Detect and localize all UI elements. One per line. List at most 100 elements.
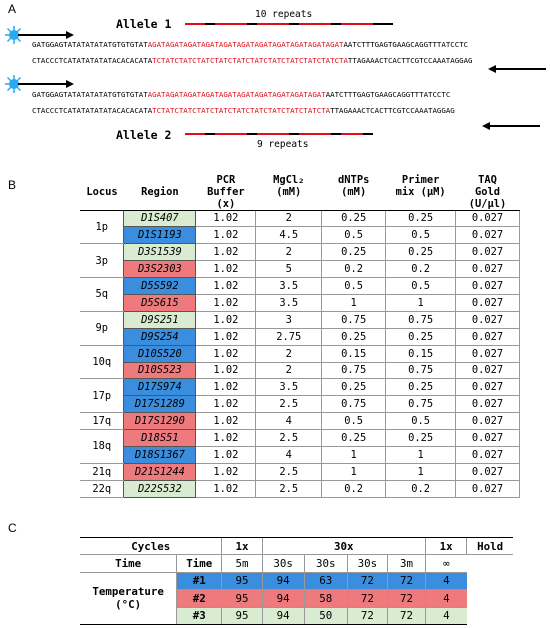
- table-header-row: Locus Region PCR Buffer (x) MgCl₂ (mM) dNTP…: [80, 168, 520, 210]
- region-cell: D1S407: [123, 209, 197, 228]
- table-row: D9S254 1.02 2.75 0.25 0.25 0.027: [80, 327, 520, 346]
- pcr-cell: 1.02: [195, 361, 257, 380]
- pcr-cell: 1.02: [195, 429, 257, 447]
- allele-2-reverse-sequence: CTACCCTCATATATATATACACACATATCTATCTATCTAT…: [32, 106, 455, 115]
- pcr-conditions-table: Locus Region PCR Buffer (x) MgCl₂ (mM) dNTP…: [80, 168, 520, 498]
- table-row: D18S1367 1.02 4 1 1 0.027: [80, 445, 520, 464]
- taq-cell: 0.027: [455, 445, 520, 464]
- pcr-cell: 1.02: [195, 378, 257, 397]
- fluorescent-dye-icon: [5, 26, 74, 44]
- temp-cell: 72: [386, 589, 427, 608]
- mg-cell: 2: [255, 361, 323, 380]
- dntp-cell: 1: [321, 445, 387, 464]
- temp-cell: 63: [303, 571, 348, 591]
- primer-cell: 0.5: [385, 412, 457, 431]
- time-cell: 30s: [261, 554, 305, 573]
- table-row: 1p D1S407 1.02 2 0.25 0.25 0.027: [80, 209, 520, 245]
- program-row-1: Temperature (°C) #1 95 94 63 72 72 4: [80, 571, 513, 625]
- program-row-3: #3 95 94 50 72 72 4: [80, 606, 513, 625]
- dntp-cell: 0.25: [321, 209, 387, 228]
- mg-cell: 4: [255, 445, 323, 464]
- time-label-2: Time: [176, 554, 223, 573]
- temp-cell: 72: [346, 589, 388, 608]
- pcr-cell: 1.02: [195, 327, 257, 346]
- region-cell: D3S2303: [123, 260, 197, 279]
- header-divider: [80, 210, 520, 211]
- temp-cell: 72: [386, 571, 427, 591]
- region-cell: D10S523: [123, 361, 197, 380]
- region-cell: D3S1539: [123, 243, 197, 262]
- program-id: #2: [176, 589, 223, 608]
- temp-cell: 4: [425, 571, 467, 591]
- region-cell: D21S1244: [123, 462, 197, 481]
- primer-cell: 0.75: [385, 361, 457, 380]
- time-cell: ∞: [425, 554, 467, 573]
- pcr-cell: 1.02: [195, 226, 257, 245]
- temp-cell: 95: [221, 606, 263, 625]
- region-cell: D9S254: [123, 327, 197, 346]
- taq-cell: 0.027: [455, 243, 520, 262]
- time-cell: 30s: [346, 554, 388, 573]
- temp-cell: 95: [221, 589, 263, 608]
- temp-cell: 50: [303, 606, 348, 625]
- table-row: 18q D18S51 1.02 2.5 0.25 0.25 0.027: [80, 429, 520, 464]
- table-row: 22q D22S532 1.02 2.5 0.2 0.2 0.027: [80, 479, 520, 498]
- dntp-cell: 0.2: [321, 479, 387, 498]
- locus-cell: 22q: [80, 480, 124, 498]
- header-primer-mix: Primer mix (μM): [395, 173, 446, 198]
- mg-cell: 3: [255, 310, 323, 329]
- allele-2-repeats: 9 repeats: [257, 139, 309, 150]
- mg-cell: 3.5: [255, 277, 323, 295]
- dntp-cell: 0.25: [321, 429, 387, 447]
- panel-c-label: C: [8, 521, 17, 535]
- region-cell: D5S592: [123, 277, 197, 295]
- dntp-cell: 0.75: [321, 310, 387, 329]
- pcr-cell: 1.02: [195, 462, 257, 481]
- header-taq-gold: TAQ Gold (U/μl): [468, 173, 507, 210]
- primer-cell: 1: [385, 293, 457, 312]
- temp-cell: 72: [346, 571, 388, 591]
- locus-cell: 18q: [80, 429, 124, 464]
- table-row: 3p D3S1539 1.02 2 0.25 0.25 0.027: [80, 243, 520, 279]
- cycles-1x-initial: 1x: [221, 536, 263, 556]
- region-cell: D22S532: [123, 479, 197, 498]
- mg-cell: 5: [255, 260, 323, 279]
- taq-cell: 0.027: [455, 412, 520, 431]
- temp-cell: 4: [425, 606, 467, 625]
- thermal-cycling-table: Cycles 1x 30x 1x Hold Time Time 5m 30s 3…: [80, 536, 513, 625]
- header-region: Region: [141, 185, 179, 198]
- taq-cell: 0.027: [455, 260, 520, 279]
- allele-1-forward-sequence: GATGGAGTATATATATATGTGTGTATAGATAGATAGATAG…: [32, 40, 469, 49]
- dntp-cell: 0.5: [321, 277, 387, 295]
- region-cell: D9S251: [123, 310, 197, 329]
- taq-cell: 0.027: [455, 209, 520, 228]
- table-row: 21q D21S1244 1.02 2.5 1 1 0.027: [80, 462, 520, 481]
- mg-cell: 2.5: [255, 429, 323, 447]
- region-cell: D17S974: [123, 378, 197, 397]
- mg-cell: 2.5: [255, 395, 323, 414]
- locus-cell: 5q: [80, 277, 124, 312]
- temp-cell: 72: [386, 606, 427, 625]
- pcr-cell: 1.02: [195, 412, 257, 431]
- allele-1-label: Allele 1: [116, 17, 172, 31]
- primer-cell: 0.25: [385, 378, 457, 397]
- reverse-primer-arrow-icon: [488, 65, 546, 73]
- cycles-30x: 30x: [261, 536, 427, 556]
- locus-cell: 9p: [80, 311, 124, 346]
- dntp-cell: 0.25: [321, 378, 387, 397]
- taq-cell: 0.027: [455, 344, 520, 363]
- mg-cell: 3.5: [255, 293, 323, 312]
- pcr-cell: 1.02: [195, 260, 257, 279]
- pcr-cell: 1.02: [195, 310, 257, 329]
- header-mgcl2: MgCl₂ (mM): [273, 173, 305, 198]
- table-row: D17S1289 1.02 2.5 0.75 0.75 0.027: [80, 395, 520, 414]
- locus-cell: 10q: [80, 345, 124, 380]
- taq-cell: 0.027: [455, 429, 520, 447]
- mg-cell: 2.5: [255, 479, 323, 498]
- header-locus: Locus: [86, 185, 118, 198]
- time-cell: 30s: [303, 554, 348, 573]
- table-row: D10S523 1.02 2 0.75 0.75 0.027: [80, 361, 520, 380]
- temp-cell: 58: [303, 589, 348, 608]
- taq-cell: 0.027: [455, 395, 520, 414]
- dntp-cell: 0.25: [321, 243, 387, 262]
